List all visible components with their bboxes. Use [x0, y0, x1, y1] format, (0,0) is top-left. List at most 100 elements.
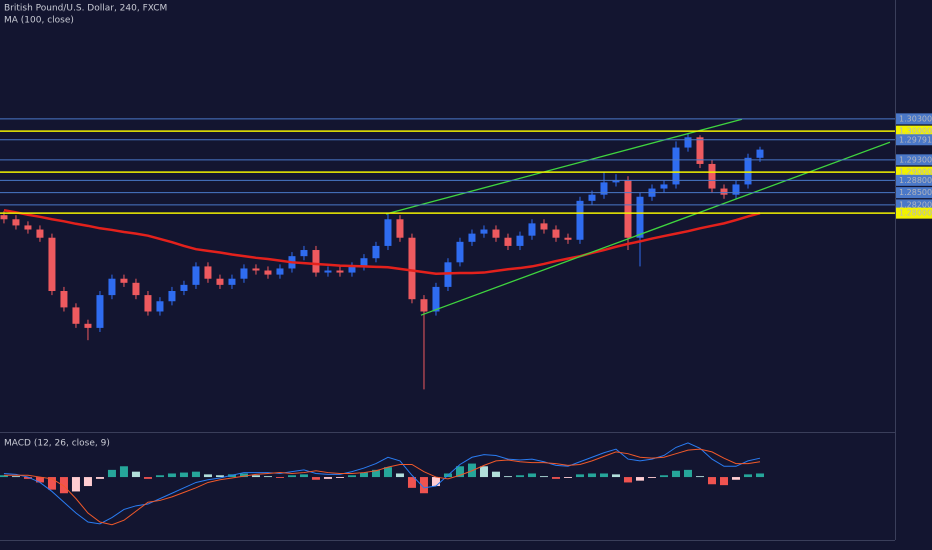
histogram-bar: [575, 474, 584, 478]
candle-body: [144, 295, 152, 312]
candle-body: [48, 237, 56, 292]
level-label: 1.29300: [899, 155, 932, 164]
macd-line: [3, 442, 761, 525]
indicator-title: MA (100, close): [4, 16, 74, 26]
chart-title: British Pound/U.S. Dollar, 240, FXCM: [4, 4, 167, 14]
histogram-bar: [215, 475, 224, 478]
level-tag: [896, 166, 932, 178]
candle-body: [24, 225, 32, 230]
histogram-bar: [407, 477, 416, 488]
histogram-bar: [611, 474, 620, 478]
candle-body: [396, 219, 404, 238]
level-tag: [896, 187, 932, 199]
histogram-bar: [0, 475, 8, 478]
histogram-bar: [95, 477, 104, 479]
candle-body: [504, 237, 512, 246]
candle-body: [516, 235, 524, 246]
candle-body: [0, 215, 8, 220]
level-label: 1.30300: [899, 114, 932, 123]
histogram-bar: [515, 475, 524, 478]
candle-body: [600, 182, 608, 195]
candle-body: [672, 147, 680, 185]
histogram-bar: [179, 472, 188, 478]
histogram-bar: [239, 473, 248, 478]
histogram-bar: [743, 474, 752, 478]
histogram-bar: [599, 473, 608, 478]
level-label: 1.28200: [899, 200, 932, 209]
histogram-bar: [479, 466, 488, 478]
trend-line: [385, 118, 743, 215]
histogram-bar: [251, 475, 260, 478]
histogram-bar: [623, 477, 632, 483]
candle-body: [744, 157, 752, 185]
candle-body: [492, 229, 500, 238]
candle-body: [60, 291, 68, 308]
candle-body: [252, 268, 260, 271]
level-tag: [896, 174, 932, 186]
histogram-bar: [647, 477, 656, 478]
histogram-bar: [755, 473, 764, 478]
candle-body: [312, 250, 320, 273]
level-tag: [896, 134, 932, 146]
candle-body: [540, 223, 548, 230]
candle-body: [120, 278, 128, 283]
candle-body: [612, 180, 620, 183]
histogram-bar: [659, 475, 668, 478]
level-label: 1.28800: [899, 176, 932, 185]
histogram-bar: [71, 477, 80, 492]
histogram-bar: [503, 476, 512, 478]
candle-body: [12, 219, 20, 226]
candle-body: [132, 282, 140, 296]
candle-body: [720, 188, 728, 195]
candle-body: [708, 163, 716, 189]
candle-body: [216, 278, 224, 285]
histogram-bar: [83, 477, 92, 487]
candle-body: [228, 278, 236, 285]
signal-line: [3, 448, 761, 526]
histogram-bar: [551, 477, 560, 479]
histogram-bar: [191, 471, 200, 478]
candle-body: [108, 278, 116, 296]
histogram-bar: [539, 476, 548, 478]
histogram-bar: [107, 469, 116, 478]
candle-body: [204, 266, 212, 279]
histogram-bar: [275, 477, 284, 478]
candle-body: [264, 270, 272, 275]
histogram-bar: [23, 477, 32, 479]
histogram-bar: [671, 470, 680, 478]
candle-body: [96, 295, 104, 328]
candle-body: [456, 241, 464, 263]
candle-body: [420, 299, 428, 312]
level-tag: [896, 125, 932, 137]
histogram-bar: [287, 475, 296, 478]
candle-body: [576, 200, 584, 240]
candle-body: [276, 268, 284, 275]
trend-line: [420, 141, 891, 316]
level-tag: [896, 207, 932, 219]
candle-body: [240, 268, 248, 279]
histogram-bar: [35, 477, 44, 483]
histogram-bar: [131, 471, 140, 478]
level-label: 1.28500: [899, 188, 932, 197]
histogram-bar: [563, 477, 572, 478]
candle-body: [72, 307, 80, 324]
moving-average: [3, 209, 761, 276]
candle-body: [468, 233, 476, 242]
histogram-bar: [395, 473, 404, 478]
candle-body: [156, 301, 164, 312]
histogram-bar: [491, 471, 500, 478]
candle-body: [552, 229, 560, 238]
candle-body: [384, 219, 392, 246]
histogram-bar: [719, 477, 728, 486]
histogram-bar: [527, 473, 536, 478]
candle-body: [636, 196, 644, 238]
histogram-bar: [323, 477, 332, 479]
histogram-bar: [419, 477, 428, 494]
candle-body: [696, 137, 704, 164]
histogram-bar: [347, 475, 356, 478]
histogram-bar: [587, 473, 596, 478]
histogram-bar: [203, 474, 212, 478]
level-label: 1.29791: [899, 135, 932, 144]
